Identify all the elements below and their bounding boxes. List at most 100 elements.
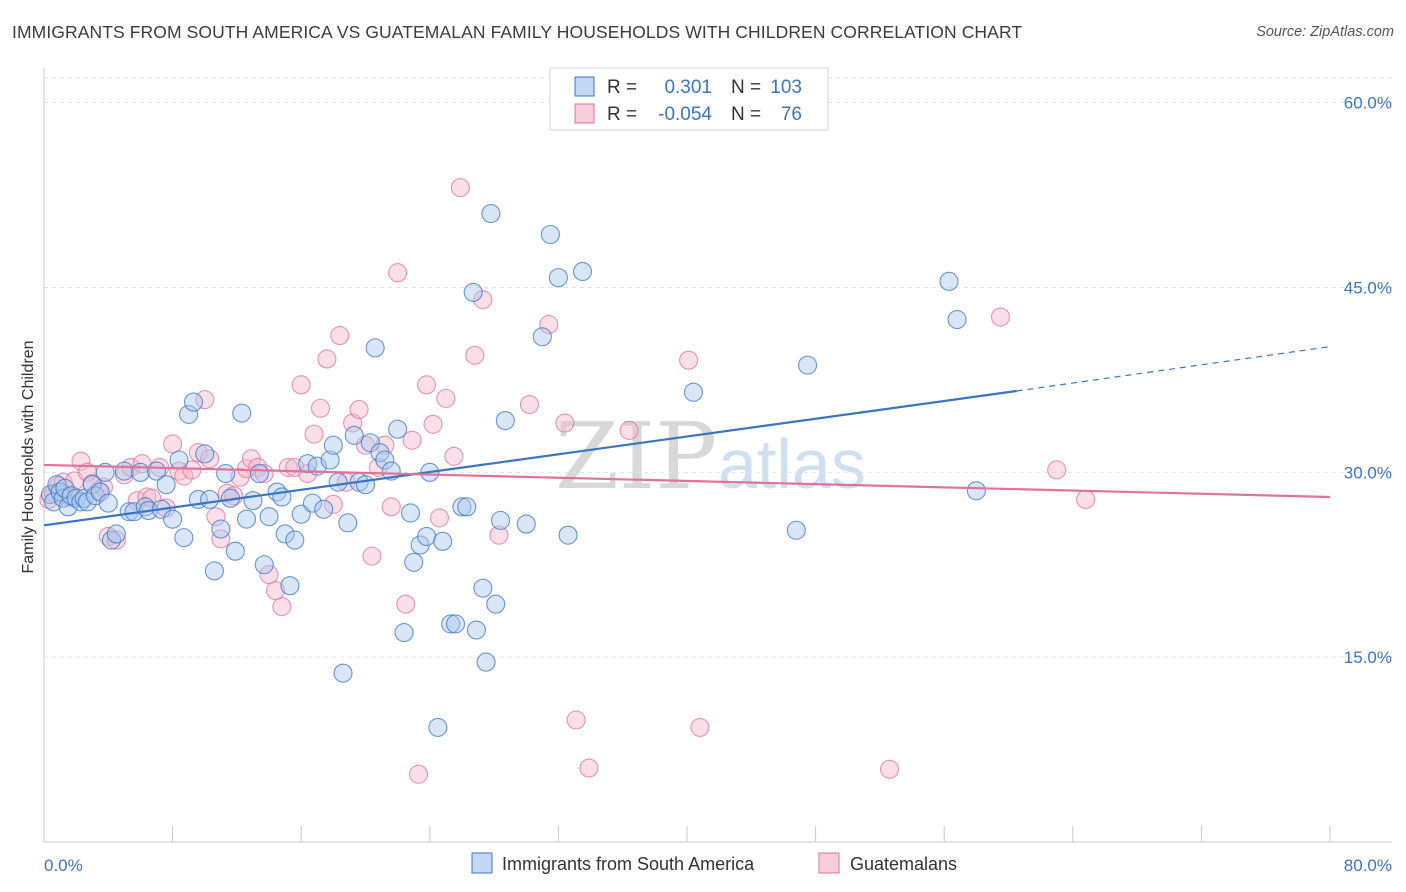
- point-blue-15: [95, 462, 115, 482]
- point-blue-94: [548, 268, 568, 288]
- point-blue-27: [156, 475, 176, 495]
- point-blue-82: [457, 497, 477, 517]
- point-pink-65: [444, 446, 464, 466]
- axes: [43, 68, 1392, 843]
- point-pink-29: [211, 529, 231, 549]
- series-legend: Immigrants from South America Guatemalan…: [471, 852, 957, 874]
- y-tick-label-45: 45.0%: [1344, 278, 1392, 297]
- y-tick-label-30: 30.0%: [1344, 463, 1392, 482]
- point-pink-46: [317, 349, 337, 369]
- point-pink-58: [396, 594, 416, 614]
- point-blue-54: [302, 493, 323, 513]
- point-blue-102: [966, 481, 986, 501]
- point-blue-61: [338, 513, 358, 533]
- x-tick-label-max: 80.0%: [1344, 856, 1392, 875]
- point-blue-98: [786, 520, 806, 540]
- correlation-legend: R = 0.301 N = 103 R = -0.054 N = 76: [549, 67, 829, 131]
- point-pink-45: [310, 398, 331, 418]
- point-blue-86: [476, 652, 496, 672]
- point-pink-69: [489, 525, 509, 545]
- point-blue-84: [466, 620, 486, 640]
- point-blue-65: [360, 433, 380, 453]
- point-blue-77: [428, 717, 448, 737]
- point-pink-48: [330, 325, 350, 346]
- y-tick-label-60: 60.0%: [1344, 94, 1392, 113]
- point-blue-40: [225, 541, 245, 561]
- point-blue-62: [344, 425, 364, 445]
- point-pink-56: [381, 497, 401, 517]
- point-blue-29: [169, 450, 189, 470]
- point-blue-70: [388, 419, 408, 439]
- legend-swatch-pink: [574, 103, 595, 124]
- legend-r-label-blue: R =: [607, 77, 637, 98]
- point-blue-78: [433, 531, 453, 551]
- point-pink-26: [195, 390, 215, 410]
- point-pink-79: [990, 307, 1011, 327]
- point-blue-32: [183, 392, 204, 412]
- point-blue-83: [463, 282, 483, 302]
- legend-n-label-blue: N =: [731, 77, 761, 98]
- bottom-legend-swatch-blue: [471, 852, 493, 874]
- point-blue-57: [320, 450, 340, 470]
- point-blue-28: [163, 509, 183, 529]
- point-blue-89: [490, 510, 511, 530]
- point-blue-92: [532, 327, 552, 347]
- point-blue-19: [114, 461, 134, 481]
- point-pink-36: [254, 464, 274, 484]
- trend-line-blue: [43, 389, 1017, 527]
- point-pink-54: [368, 457, 388, 477]
- point-pink-39: [272, 597, 292, 617]
- point-blue-85: [473, 578, 493, 598]
- legend-n-value-pink: 76: [781, 104, 802, 125]
- watermark-atlas: atlas: [718, 425, 866, 503]
- point-pink-61: [417, 375, 437, 395]
- point-blue-34: [195, 444, 215, 464]
- bottom-legend-label-blue: Immigrants from South America: [502, 854, 755, 874]
- point-blue-87: [481, 203, 501, 224]
- point-pink-28: [206, 507, 226, 527]
- point-blue-66: [365, 338, 385, 358]
- point-blue-36: [204, 561, 224, 581]
- point-pink-63: [429, 508, 449, 528]
- point-pink-47: [323, 494, 343, 514]
- point-blue-101: [947, 309, 967, 330]
- point-pink-64: [436, 388, 456, 408]
- point-blue-90: [495, 411, 515, 431]
- point-blue-79: [441, 614, 461, 634]
- point-blue-59: [328, 472, 348, 492]
- point-blue-75: [417, 526, 437, 546]
- point-blue-9: [71, 492, 91, 512]
- point-blue-38: [216, 464, 236, 484]
- point-pink-74: [579, 758, 599, 778]
- point-blue-50: [280, 576, 300, 596]
- point-pink-43: [298, 464, 318, 484]
- point-blue-73: [404, 552, 424, 572]
- point-blue-60: [333, 663, 353, 683]
- point-pink-51: [349, 399, 369, 420]
- x-tick-label-min: 0.0%: [44, 856, 83, 875]
- point-blue-41: [232, 403, 252, 423]
- point-blue-31: [179, 404, 199, 424]
- trend-line-pink: [43, 463, 1331, 499]
- point-blue-49: [275, 524, 295, 544]
- point-blue-100: [939, 271, 959, 291]
- legend-n-value-blue: 103: [770, 77, 802, 98]
- point-pink-66: [450, 178, 470, 198]
- point-blue-93: [540, 224, 560, 245]
- point-blue-99: [798, 355, 818, 375]
- point-pink-21: [163, 434, 183, 454]
- legend-r-value-pink: -0.054: [658, 104, 712, 125]
- y-tick-labels: 15.0% 30.0% 45.0% 60.0%: [1344, 94, 1392, 668]
- point-blue-64: [355, 475, 376, 495]
- point-pink-12: [106, 530, 126, 550]
- point-pink-71: [539, 314, 559, 335]
- point-pink-62: [423, 414, 443, 434]
- point-blue-18: [106, 524, 126, 544]
- point-blue-43: [243, 491, 263, 511]
- gridlines: [44, 77, 1392, 658]
- legend-swatch-blue: [574, 76, 595, 97]
- point-blue-45: [254, 555, 274, 575]
- point-blue-58: [323, 435, 343, 455]
- point-pink-60: [408, 764, 429, 784]
- point-blue-97: [683, 382, 703, 402]
